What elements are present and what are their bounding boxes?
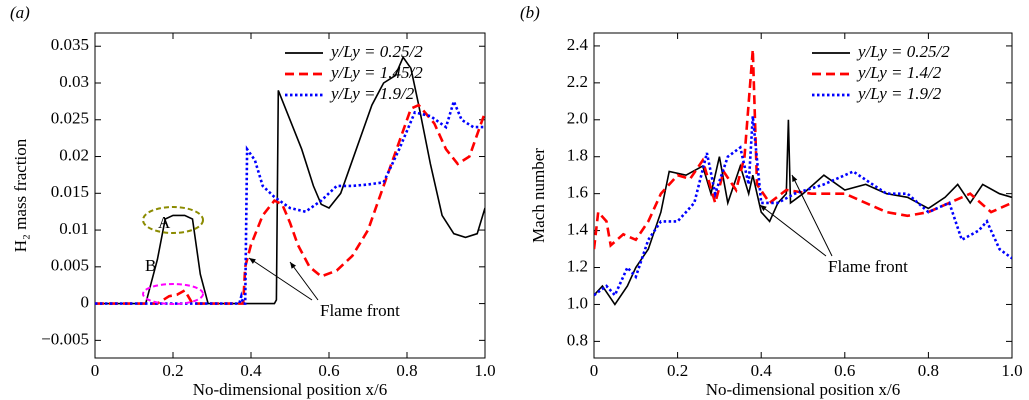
y-tick-label: 2.0 <box>567 109 588 128</box>
arrow-head <box>249 258 256 264</box>
x-tick-label: 1.0 <box>474 361 495 380</box>
y-tick-label: 0.03 <box>59 72 89 91</box>
x-tick-label: 0.6 <box>318 361 339 380</box>
x-tick-label: 0.4 <box>240 361 262 380</box>
series-line <box>594 119 1012 306</box>
series-line <box>95 103 485 305</box>
arrow <box>289 261 319 301</box>
plot-frame <box>94 32 486 359</box>
y-tick-label: 1.6 <box>567 183 588 202</box>
y-tick-label: 2.2 <box>567 72 588 91</box>
y-tick-label: 0.015 <box>51 182 89 201</box>
arrow-head <box>792 175 798 182</box>
y-tick-label: 1.4 <box>567 219 589 238</box>
legend-label: y/Ly = 0.25/2 <box>329 42 423 61</box>
highlight-ellipse <box>142 283 204 305</box>
y-tick-label: 0.035 <box>51 35 89 54</box>
x-tick-label: 0.8 <box>396 361 417 380</box>
x-tick-label: 0.4 <box>751 361 773 380</box>
plot-frame <box>593 32 1013 359</box>
arrow-head <box>760 205 767 212</box>
legend-label: y/Ly = 1.9/2 <box>329 84 415 103</box>
panel-label: (b) <box>520 3 540 22</box>
x-tick-label: 0.6 <box>834 361 855 380</box>
y-tick-label: −0.005 <box>41 329 89 348</box>
highlight-ellipse <box>142 206 204 234</box>
arrow <box>248 257 313 301</box>
legend-label: y/Ly = 1.4/2 <box>856 63 942 82</box>
y-tick-label: 0 <box>81 292 90 311</box>
arrow <box>759 204 827 257</box>
panel-label: (a) <box>10 3 30 22</box>
legend-label: y/Ly = 0.25/2 <box>856 42 950 61</box>
y-tick-label: 1.2 <box>567 256 588 275</box>
series-line <box>95 55 485 305</box>
y-axis-label: H₂ mass fraction <box>11 138 30 252</box>
y-tick-label: 1.8 <box>567 146 588 165</box>
y-tick-label: 0.025 <box>51 109 89 128</box>
legend-label: y/Ly = 1.9/2 <box>856 84 942 103</box>
y-tick-label: 0.005 <box>51 256 89 275</box>
legend-label: y/Ly = 1.45/2 <box>329 63 423 82</box>
x-tick-label: 0.2 <box>162 361 183 380</box>
y-tick-label: 1.0 <box>567 293 588 312</box>
series-line <box>594 49 1012 250</box>
arrow <box>791 174 833 257</box>
annotation: A <box>158 213 171 232</box>
y-axis-label: Mach number <box>529 148 548 243</box>
y-tick-label: 0.8 <box>567 330 588 349</box>
annotation: Flame front <box>828 257 908 276</box>
x-tick-label: 0 <box>590 361 599 380</box>
x-tick-label: 0.8 <box>918 361 939 380</box>
x-tick-label: 0.2 <box>667 361 688 380</box>
series-line <box>594 115 1012 298</box>
x-axis-label: No-dimensional position x/6 <box>193 380 388 399</box>
arrow-head <box>290 262 297 269</box>
annotation: B <box>145 256 156 275</box>
series-line <box>95 97 485 305</box>
x-tick-label: 1.0 <box>1001 361 1022 380</box>
x-axis-label: No-dimensional position x/6 <box>706 380 901 399</box>
annotation: Flame front <box>320 301 400 320</box>
x-tick-label: 0 <box>91 361 100 380</box>
y-tick-label: 0.02 <box>59 145 89 164</box>
y-tick-label: 0.01 <box>59 219 89 238</box>
y-tick-label: 2.4 <box>567 35 589 54</box>
